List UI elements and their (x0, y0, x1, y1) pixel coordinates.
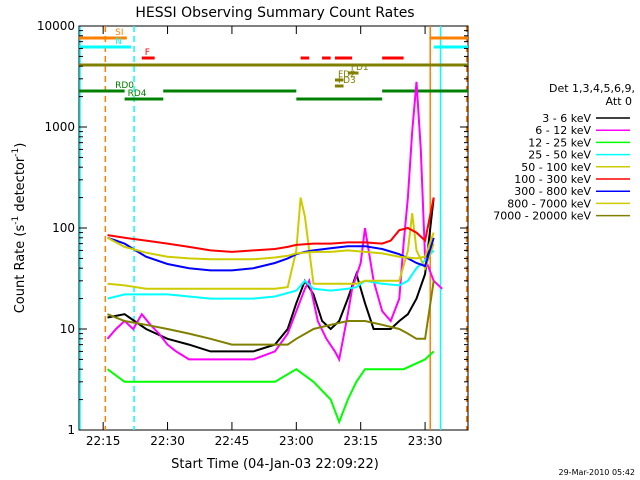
x-tick-label-0: 22:15 (86, 434, 121, 448)
legend-label-4: 50 - 100 keV (521, 161, 591, 174)
legend-label-8: 7000 - 20000 keV (493, 210, 591, 223)
series-lines (106, 81, 443, 425)
flag-label-3: FD1 (351, 63, 369, 73)
y-axis-label: Count Rate (s-1 detector-1) (11, 143, 28, 314)
y-tick-label-1: 10 (60, 322, 75, 336)
series-line-3 (107, 249, 435, 300)
legend-label-6: 300 - 800 keV (514, 185, 591, 198)
legend-label-1: 6 - 12 keV (535, 124, 591, 137)
x-axis-label: Start Time (04-Jan-03 22:09:22) (171, 457, 379, 472)
series-line-0 (107, 197, 435, 353)
y-tick-label-4: 10000 (37, 19, 75, 33)
flag-label-2: F (145, 48, 150, 58)
legend-header-line1: Det 1,3,4,5,6,9, (549, 82, 635, 95)
flag-label-0: SI (115, 28, 123, 38)
flag-label-8: RD4 (128, 89, 147, 99)
legend-label-2: 12 - 25 keV (528, 136, 591, 149)
series-line-7 (107, 232, 435, 261)
y-axis: 1 10 100 1000 10000 (37, 19, 468, 437)
x-tick-label-2: 22:45 (215, 434, 250, 448)
x-tick-label-1: 22:30 (150, 434, 185, 448)
flag-label-7: RD0 (115, 81, 134, 91)
x-tick-label-3: 23:00 (279, 434, 314, 448)
series-line-2 (106, 350, 435, 425)
x-tick-label-5: 23:30 (408, 434, 443, 448)
flag-label-1: N (115, 37, 122, 47)
y-tick-label-2: 100 (52, 221, 75, 235)
legend-label-5: 100 - 300 keV (514, 173, 591, 186)
legend-label-3: 25 - 50 keV (528, 149, 591, 162)
footer-timestamp: 29-Mar-2010 05:42 (559, 468, 636, 477)
series-line-4 (107, 197, 435, 290)
legend-label-7: 800 - 7000 keV (507, 197, 591, 210)
series-line-5 (107, 197, 435, 253)
legend-header-line2: Att 0 (606, 95, 632, 108)
series-line-6 (107, 236, 435, 272)
flag-label-4: FD2 (338, 70, 356, 80)
legend-label-0: 3 - 6 keV (542, 112, 591, 125)
y-tick-label-3: 1000 (44, 120, 75, 134)
x-axis: 22:15 22:30 22:45 23:00 23:15 23:30 (86, 26, 443, 448)
y-tick-label-0: 1 (67, 423, 75, 437)
flag-label-5: FD3 (338, 76, 356, 86)
series-line-1 (106, 81, 443, 363)
series-line-8 (107, 280, 435, 346)
x-tick-label-4: 23:15 (343, 434, 378, 448)
chart-title: HESSI Observing Summary Count Rates (135, 5, 414, 21)
